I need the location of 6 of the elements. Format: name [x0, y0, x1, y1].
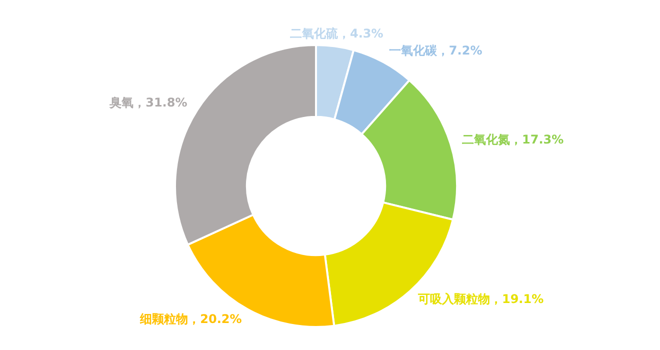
slice-label: 细颗粒物，20.2% — [139, 312, 242, 326]
slice-label: 二氧化氮，17.3% — [462, 132, 564, 146]
slice-label: 臭氧，31.8% — [108, 95, 188, 110]
slice-label: 二氧化硫，4.3% — [290, 26, 384, 41]
slice-label: 一氧化碳，7.2% — [388, 44, 482, 58]
slice-label: 可吸入颗粒物，19.1% — [416, 292, 544, 306]
